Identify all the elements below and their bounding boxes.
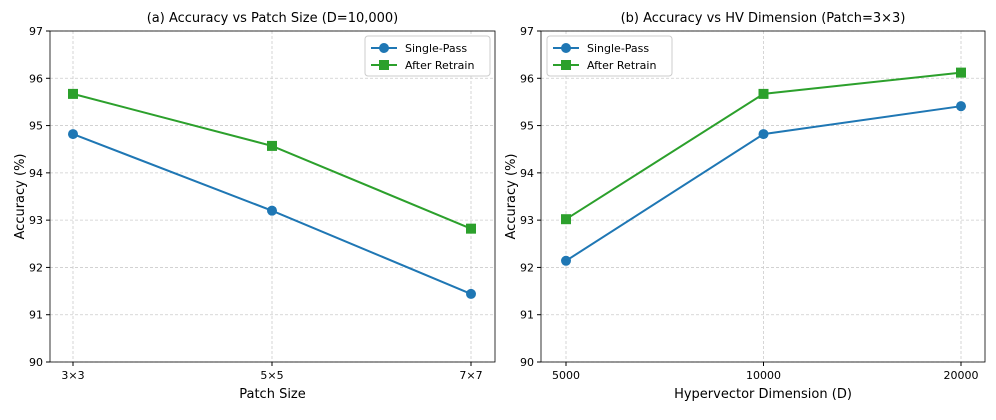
x-tick-label: 5×5 [260,369,283,382]
data-point-square [68,88,78,99]
legend-marker-square [561,60,571,70]
legend-marker-circle [561,43,571,53]
x-axis-label: Patch Size [239,387,306,402]
x-tick-label: 20000 [944,369,979,382]
y-tick-label: 95 [520,120,534,133]
x-tick-label: 3×3 [61,369,84,382]
y-tick-label: 94 [520,167,534,180]
legend-marker-square [379,60,389,70]
legend: Single-Pass After Retrain [364,35,491,77]
data-point-circle [561,255,571,266]
legend-marker-circle [379,43,389,53]
x-tick-label: 7×7 [459,369,482,382]
y-tick-label: 92 [520,261,534,274]
y-tick-label: 91 [520,309,534,322]
data-point-circle [466,288,476,299]
y-tick-label: 92 [29,261,43,274]
plot-frame [49,30,496,363]
y-tick-label: 95 [29,120,43,133]
y-tick-label: 91 [29,309,43,322]
legend-label: After Retrain [587,59,656,72]
legend: Single-Pass After Retrain [546,35,673,77]
plot-frame [540,30,986,363]
data-point-square [561,214,571,225]
y-tick-label: 93 [29,214,43,227]
data-point-circle [267,205,277,216]
y-tick-label: 97 [520,25,534,38]
data-point-circle [758,129,769,140]
data-point-square [466,223,476,234]
data-point-square [956,67,966,78]
y-tick-label: 90 [29,356,43,369]
y-axis-label: Accuracy (%) [13,154,28,240]
x-tick-label: 5000 [552,369,580,382]
chart-title: (b) Accuracy vs HV Dimension (Patch=3×3) [621,11,906,26]
y-tick-label: 96 [29,72,43,85]
legend-label: After Retrain [405,59,474,72]
y-tick-label: 90 [520,356,534,369]
y-tick-label: 94 [29,167,43,180]
chart-panel-0: 90 91 92 93 94 95 96 97 3×3 5×5 7×7 (a) Accuracy vs… [13,11,496,402]
x-axis-label: Hypervector Dimension (D) [674,387,852,402]
data-point-square [758,88,769,99]
y-tick-label: 93 [520,214,534,227]
x-tick-label: 10000 [746,369,781,382]
y-tick-label: 97 [29,25,43,38]
chart-title: (a) Accuracy vs Patch Size (D=10,000) [147,11,399,26]
y-tick-label: 96 [520,72,534,85]
chart-panel-1: 90 91 92 93 94 95 96 97 5000 10000 20000 (b) Accura… [504,11,986,402]
y-axis-label: Accuracy (%) [504,154,519,240]
legend-label: Single-Pass [587,42,649,55]
data-point-circle [956,101,966,112]
legend-label: Single-Pass [405,42,467,55]
data-point-circle [68,129,78,140]
data-point-square [267,140,277,151]
